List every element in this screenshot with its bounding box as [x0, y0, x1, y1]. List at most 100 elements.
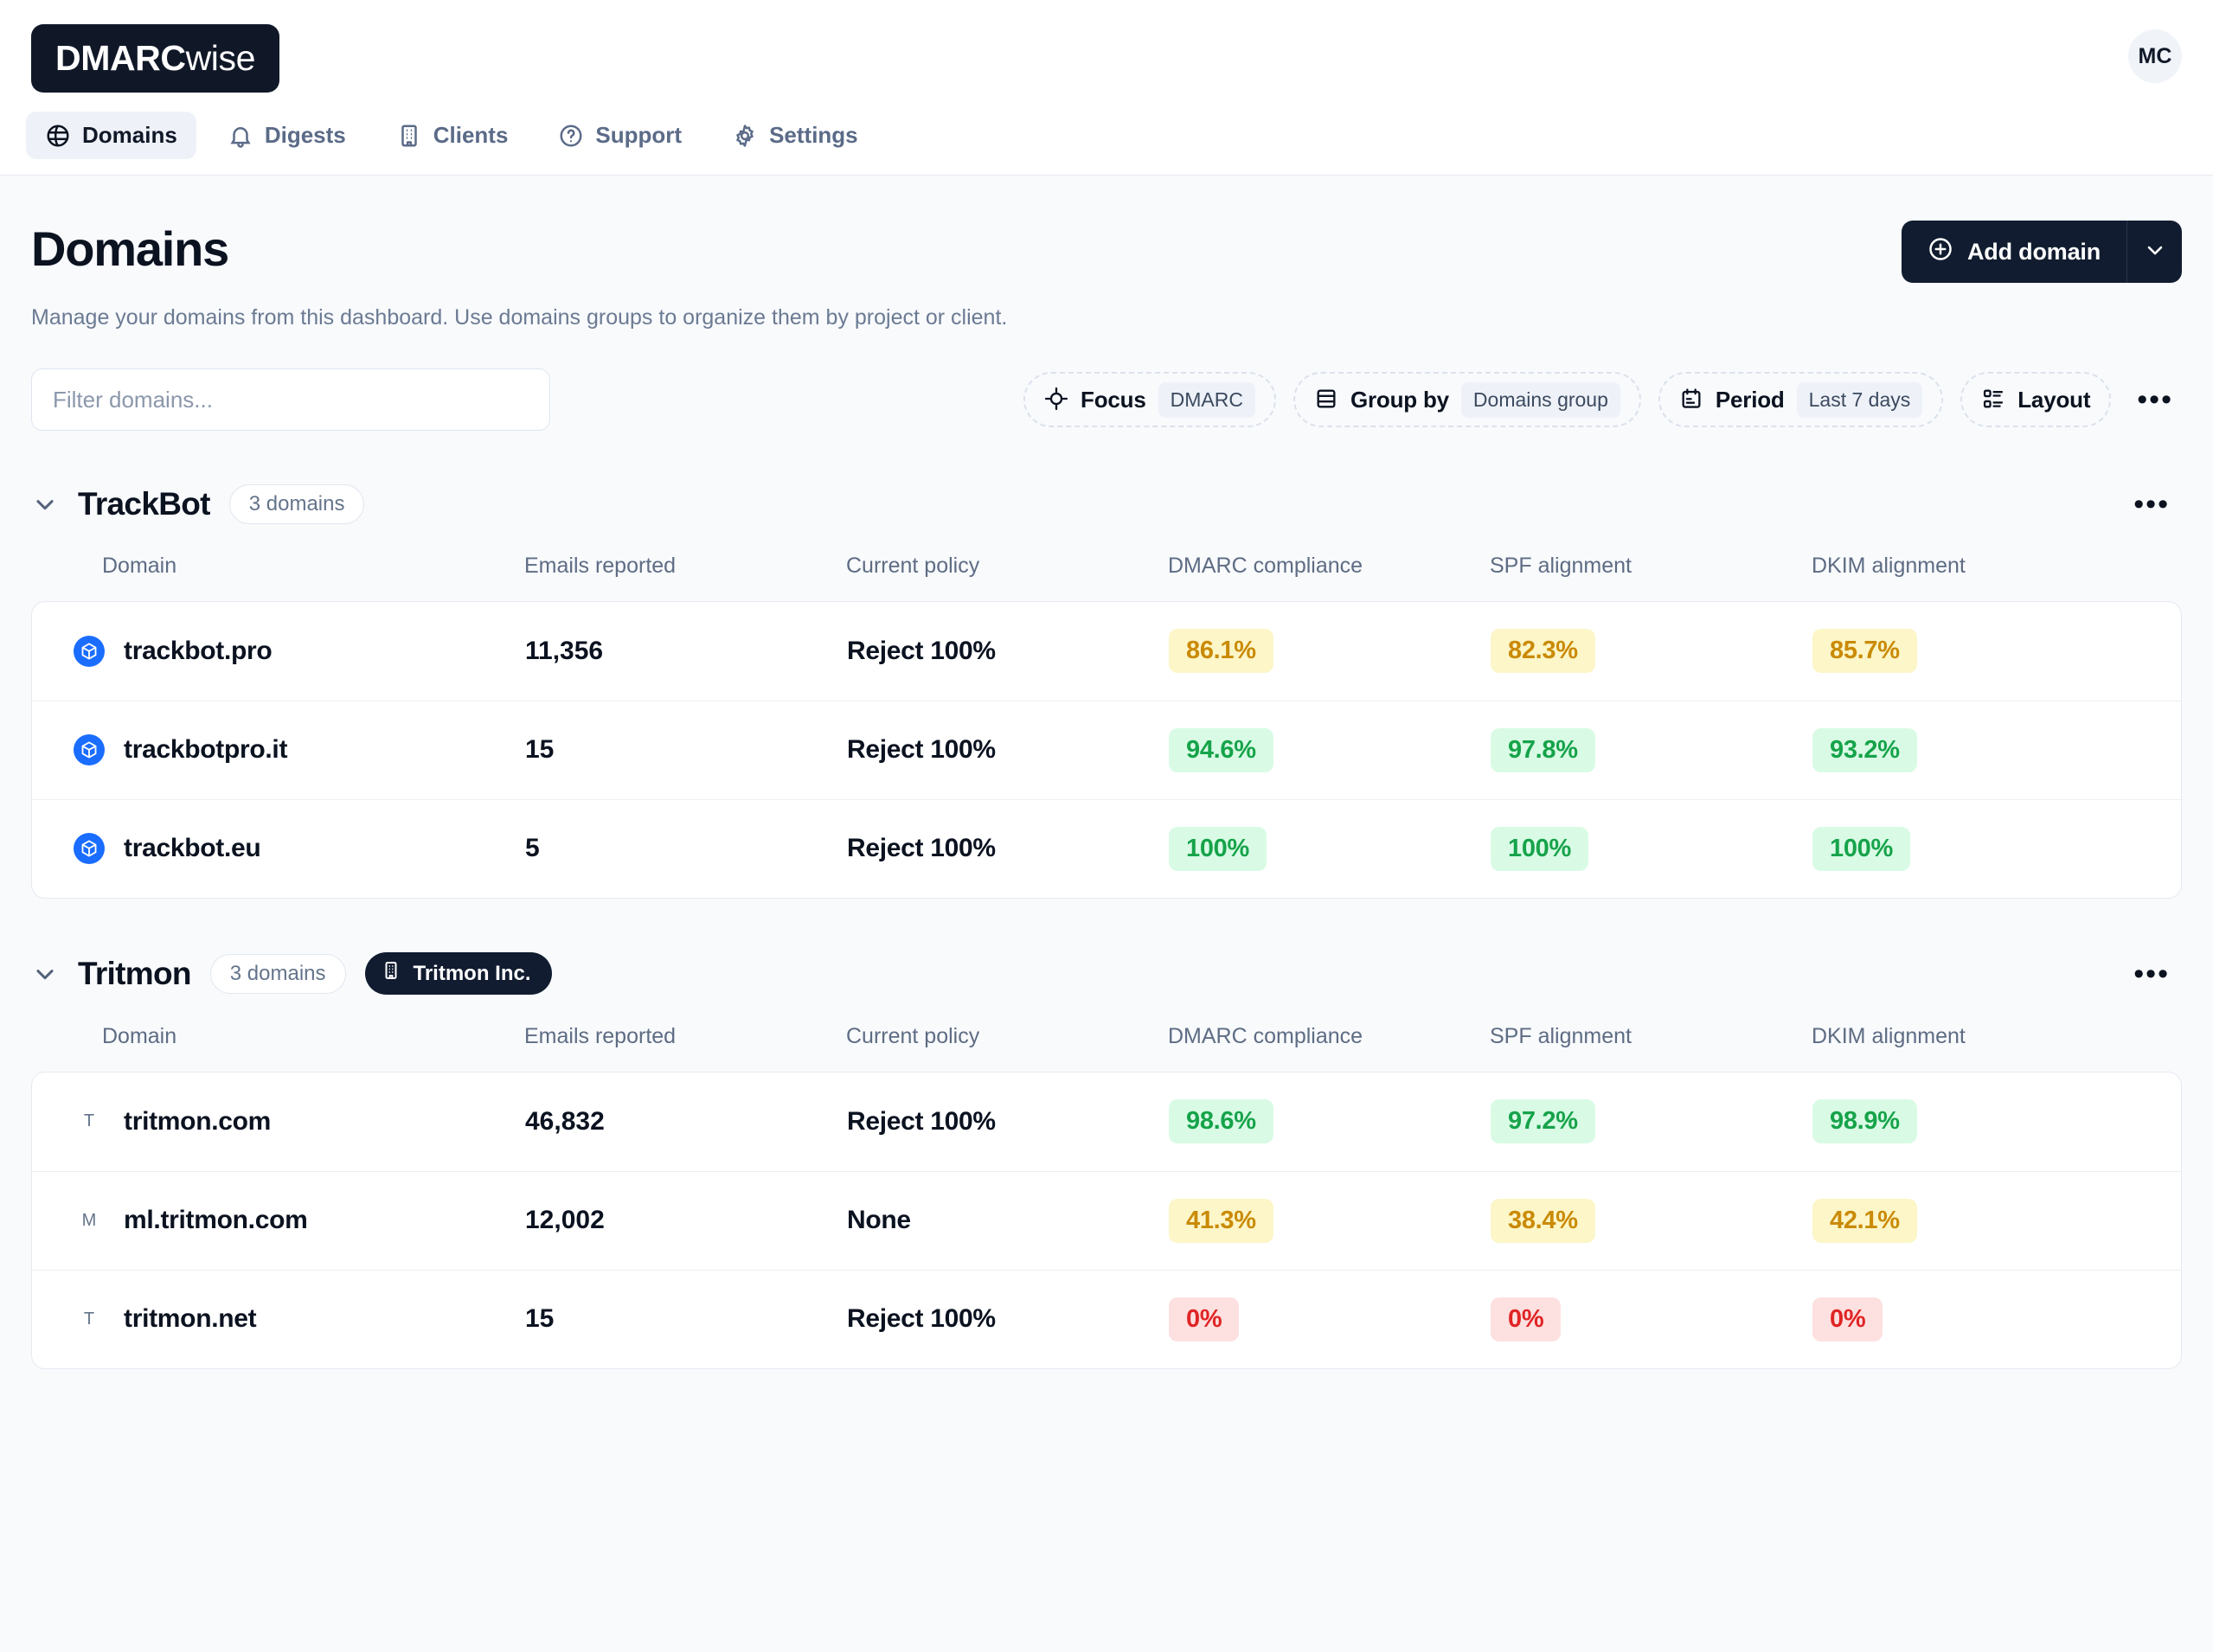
domain-name: trackbotpro.it: [124, 735, 288, 764]
current-policy: None: [847, 1206, 911, 1234]
plus-circle-icon: [1928, 236, 1953, 268]
rows-icon: [1314, 387, 1338, 413]
dmarc-compliance-badge: 98.6%: [1169, 1099, 1273, 1144]
current-policy: Reject 100%: [847, 735, 996, 764]
package-icon: [74, 734, 105, 765]
main-nav: Domains Digests Clients Support Settings: [0, 93, 2213, 175]
group-more-button[interactable]: •••: [2125, 484, 2178, 524]
group-collapse-toggle[interactable]: [31, 960, 59, 988]
building-icon: [396, 123, 422, 149]
layout-label: Layout: [2017, 386, 2091, 413]
filter-domains-input[interactable]: [31, 368, 550, 431]
group-collapse-toggle[interactable]: [31, 490, 59, 518]
emails-reported: 5: [525, 834, 540, 863]
dkim-alignment-badge: 85.7%: [1812, 629, 1917, 674]
column-header-spf: SPF alignment: [1490, 554, 1632, 578]
group-rows-card: trackbot.pro 11,356 Reject 100% 86.1% 82…: [31, 601, 2182, 899]
spf-alignment-badge: 0%: [1491, 1297, 1562, 1341]
emails-reported: 12,002: [525, 1206, 605, 1234]
dkim-alignment-badge: 42.1%: [1812, 1198, 1917, 1243]
page-subtitle: Manage your domains from this dashboard.…: [31, 305, 1008, 330]
domain-group-tritmon: Tritmon 3 domains Tritmon Inc. ••• Domai…: [31, 952, 2182, 1369]
group-name: Tritmon: [78, 955, 191, 991]
focus-value: DMARC: [1158, 381, 1255, 418]
nav-item-support[interactable]: Support: [539, 112, 701, 159]
group-header: TrackBot 3 domains •••: [31, 484, 2182, 524]
group-by-value: Domains group: [1460, 381, 1620, 418]
domain-name: tritmon.com: [124, 1106, 272, 1136]
current-policy: Reject 100%: [847, 1106, 996, 1136]
nav-label-clients: Clients: [433, 122, 509, 148]
help-icon: [558, 123, 584, 149]
column-header-dkim: DKIM alignment: [1812, 554, 1966, 578]
spf-alignment-badge: 97.8%: [1491, 727, 1595, 772]
top-bar: DMARC wise MC Domains Digests Clients: [0, 0, 2213, 176]
page-header: Domains Add domain: [31, 176, 2182, 283]
period-control[interactable]: Period Last 7 days: [1658, 372, 1944, 427]
dmarc-compliance-badge: 86.1%: [1169, 629, 1273, 674]
gear-icon: [732, 123, 758, 149]
table-row[interactable]: M ml.tritmon.com 12,002 None 41.3% 38.4%…: [32, 1170, 2181, 1270]
toolbar-more-button[interactable]: •••: [2128, 380, 2182, 419]
table-row[interactable]: trackbotpro.it 15 Reject 100% 94.6% 97.8…: [32, 700, 2181, 799]
emails-reported: 15: [525, 735, 555, 764]
domain-name: trackbot.pro: [124, 636, 273, 665]
spf-alignment-badge: 97.2%: [1491, 1099, 1595, 1144]
column-header-emails: Emails reported: [524, 554, 677, 578]
group-by-control[interactable]: Group by Domains group: [1293, 372, 1641, 427]
client-badge[interactable]: Tritmon Inc.: [364, 952, 552, 995]
app-logo[interactable]: DMARC wise: [31, 24, 280, 93]
add-domain-dropdown-button[interactable]: [2126, 221, 2182, 283]
add-domain-group: Add domain: [1902, 221, 2182, 283]
focus-control[interactable]: Focus DMARC: [1023, 372, 1276, 427]
group-name: TrackBot: [78, 486, 210, 522]
spf-alignment-badge: 100%: [1491, 826, 1588, 871]
table-row[interactable]: trackbot.pro 11,356 Reject 100% 86.1% 82…: [32, 602, 2181, 701]
column-header-emails: Emails reported: [524, 1024, 677, 1048]
add-domain-label: Add domain: [1967, 238, 2101, 265]
nav-label-support: Support: [595, 122, 683, 148]
table-row[interactable]: T tritmon.com 46,832 Reject 100% 98.6% 9…: [32, 1073, 2181, 1171]
nav-item-clients[interactable]: Clients: [377, 112, 528, 159]
current-policy: Reject 100%: [847, 636, 996, 665]
group-rows-card: T tritmon.com 46,832 Reject 100% 98.6% 9…: [31, 1072, 2182, 1369]
dmarc-compliance-badge: 41.3%: [1169, 1198, 1273, 1243]
avatar[interactable]: MC: [2128, 29, 2182, 83]
domain-group-trackbot: TrackBot 3 domains ••• Domain Emails rep…: [31, 484, 2182, 899]
column-header-policy: Current policy: [846, 554, 980, 578]
layout-control[interactable]: Layout: [1960, 372, 2112, 427]
column-header-policy: Current policy: [846, 1024, 980, 1048]
dkim-alignment-badge: 100%: [1812, 826, 1910, 871]
current-policy: Reject 100%: [847, 834, 996, 863]
layout-icon: [1981, 387, 2005, 413]
group-more-button[interactable]: •••: [2125, 954, 2178, 994]
dmarc-compliance-badge: 0%: [1169, 1297, 1240, 1341]
column-header-domain: Domain: [102, 1024, 177, 1048]
dkim-alignment-badge: 0%: [1812, 1297, 1883, 1341]
column-header-spf: SPF alignment: [1490, 1024, 1632, 1048]
toolbar-controls: Focus DMARC Group by Domains group Perio…: [1023, 372, 2182, 427]
toolbar: Focus DMARC Group by Domains group Perio…: [31, 368, 2182, 431]
add-domain-button[interactable]: Add domain: [1902, 221, 2126, 283]
nav-label-domains: Domains: [82, 122, 177, 148]
emails-reported: 46,832: [525, 1106, 605, 1136]
emails-reported: 15: [525, 1304, 555, 1334]
group-count-badge: 3 domains: [228, 484, 365, 524]
bell-icon: [228, 123, 253, 149]
nav-item-digests[interactable]: Digests: [208, 112, 365, 159]
table-row[interactable]: trackbot.eu 5 Reject 100% 100% 100% 100%: [32, 798, 2181, 898]
spf-alignment-badge: 38.4%: [1491, 1198, 1595, 1243]
logo-light-text: wise: [185, 38, 256, 78]
dmarc-compliance-badge: 94.6%: [1169, 727, 1273, 772]
target-icon: [1044, 387, 1068, 413]
group-table-header: Domain Emails reported Current policy DM…: [31, 554, 2182, 601]
page-title: Domains: [31, 221, 229, 276]
group-table-header: Domain Emails reported Current policy DM…: [31, 1024, 2182, 1072]
logo-bold-text: DMARC: [55, 38, 186, 78]
current-policy: Reject 100%: [847, 1304, 996, 1334]
period-label: Period: [1715, 386, 1785, 413]
table-row[interactable]: T tritmon.net 15 Reject 100% 0% 0% 0%: [32, 1269, 2181, 1368]
nav-item-domains[interactable]: Domains: [26, 112, 196, 159]
nav-item-settings[interactable]: Settings: [713, 112, 877, 159]
domain-initial-icon: T: [83, 1111, 95, 1131]
